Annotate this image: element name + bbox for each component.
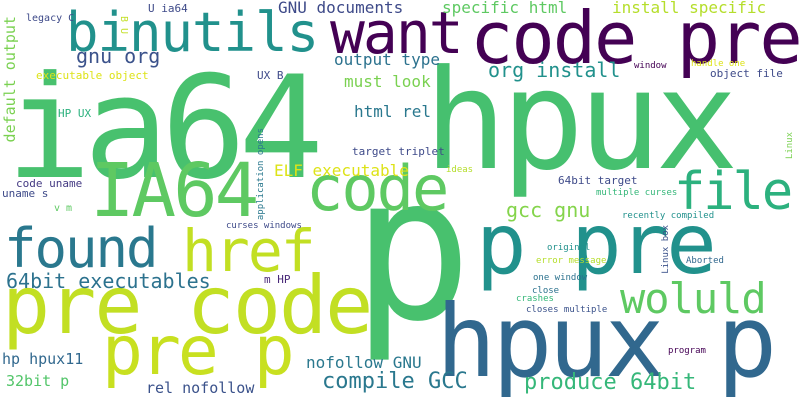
word: m HP bbox=[264, 273, 291, 286]
word: must look bbox=[344, 72, 431, 91]
word: closes multiple bbox=[526, 305, 608, 315]
word: program bbox=[668, 346, 706, 356]
word: v m bbox=[54, 203, 73, 214]
word: p bbox=[352, 133, 473, 366]
word: one window bbox=[533, 273, 588, 283]
word: curses windows bbox=[226, 221, 302, 231]
word: found bbox=[4, 217, 159, 280]
word: handle one bbox=[691, 59, 746, 69]
word: Aborted bbox=[686, 256, 724, 266]
word: Linux box bbox=[661, 225, 671, 274]
word: woluld bbox=[620, 274, 767, 323]
word: ia64 bbox=[6, 46, 324, 211]
word: original bbox=[547, 243, 591, 253]
word: hp hpux11 bbox=[2, 350, 84, 368]
word: ELF executable bbox=[274, 161, 409, 180]
word: GNU documents bbox=[278, 0, 404, 17]
word: hpux bbox=[424, 40, 738, 201]
word: window bbox=[634, 61, 667, 71]
word: pre p bbox=[102, 312, 295, 391]
word: multiple curses bbox=[596, 188, 678, 198]
word: close bbox=[532, 286, 560, 296]
word: object file bbox=[710, 67, 783, 80]
word: 64bit executables bbox=[6, 269, 211, 293]
word: want bbox=[330, 0, 464, 67]
word: output type bbox=[334, 50, 440, 69]
word: rel nofollow bbox=[146, 379, 255, 397]
word: gcc gnu bbox=[506, 198, 591, 222]
word: href bbox=[182, 217, 316, 285]
word: file bbox=[674, 162, 793, 222]
word: UX B bbox=[257, 69, 284, 82]
word: error message bbox=[536, 256, 607, 266]
word: org install bbox=[488, 58, 621, 82]
word: Linux bbox=[785, 132, 795, 160]
word: B U bbox=[118, 16, 129, 35]
word: HP UX bbox=[58, 107, 92, 120]
word: compile GCC bbox=[322, 369, 468, 394]
word: default output bbox=[1, 16, 19, 143]
word: 32bit p bbox=[6, 372, 70, 390]
word: crashes bbox=[516, 294, 554, 304]
word: binutils bbox=[66, 1, 319, 64]
word: ideas bbox=[446, 165, 474, 175]
word: html rel bbox=[354, 102, 432, 121]
word: p pre bbox=[476, 195, 717, 293]
word: code bbox=[306, 152, 449, 225]
word: specific html bbox=[442, 0, 568, 17]
word: code pre bbox=[470, 0, 800, 80]
word: produce 64bit bbox=[524, 370, 697, 395]
word: executable object bbox=[36, 69, 149, 82]
word: recently compiled bbox=[622, 211, 715, 221]
word: 64bit target bbox=[558, 174, 638, 187]
word: U ia64 bbox=[148, 2, 188, 15]
word: application opens bbox=[256, 128, 266, 221]
word: target triplet bbox=[352, 145, 445, 158]
word: code uname bbox=[16, 177, 83, 190]
word: nofollow GNU bbox=[306, 353, 422, 372]
word: legacy C bbox=[26, 13, 75, 24]
word: uname s bbox=[2, 187, 49, 200]
word: hpux p bbox=[436, 283, 777, 400]
word: IA64 bbox=[90, 148, 259, 234]
word: gnu org bbox=[76, 44, 161, 68]
word: pre code bbox=[2, 259, 373, 352]
word: install specific bbox=[612, 0, 767, 17]
